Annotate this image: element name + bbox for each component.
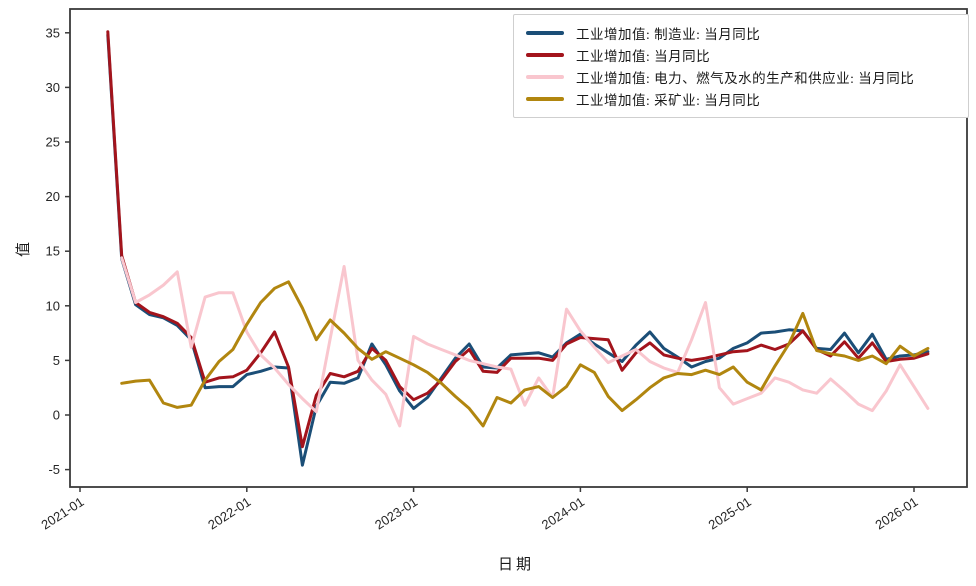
plot-border xyxy=(69,8,968,488)
x-tick-label: 2023-01 xyxy=(372,494,420,533)
y-tick-label: 25 xyxy=(46,135,60,150)
y-tick-label: 30 xyxy=(46,80,60,95)
x-tick-label: 2026-01 xyxy=(872,494,920,533)
y-tick-label: 35 xyxy=(46,25,60,40)
legend-line-swatch xyxy=(526,75,564,79)
y-tick-label: 0 xyxy=(53,408,60,423)
y-tick-label: 20 xyxy=(46,189,60,204)
legend-label: 工业增加值: 电力、燃气及水的生产和供应业: 当月同比 xyxy=(576,71,915,86)
series-line-3 xyxy=(120,280,930,428)
y-tick-label: 10 xyxy=(46,298,60,313)
legend-line-swatch xyxy=(526,53,564,57)
legend-line-swatch xyxy=(526,97,564,101)
legend-box: 工业增加值: 制造业: 当月同比 工业增加值: 当月同比工业增加值: 电力、燃气及… xyxy=(513,14,969,118)
x-tick-label: 2025-01 xyxy=(706,494,754,533)
legend-line-swatch xyxy=(526,31,564,35)
legend-item-2: 工业增加值: 电力、燃气及水的生产和供应业: 当月同比 xyxy=(522,66,958,88)
x-tick-label: 2022-01 xyxy=(205,494,253,533)
series-line-0 xyxy=(106,33,930,467)
legend-item-1: 工业增加值: 当月同比 xyxy=(522,44,958,66)
legend-item-0: 工业增加值: 制造业: 当月同比 xyxy=(522,22,958,44)
y-tick-label: 5 xyxy=(53,353,60,368)
legend-label: 工业增加值: 制造业: 当月同比 xyxy=(576,27,761,42)
x-tick-label: 2021-01 xyxy=(38,494,86,533)
series-lines xyxy=(106,30,930,467)
y-tick-label: 15 xyxy=(46,244,60,259)
y-tick-label: -5 xyxy=(48,462,60,477)
legend-label: 工业增加值: 当月同比 xyxy=(576,49,711,64)
series-line-2 xyxy=(120,256,930,428)
plot-frame xyxy=(69,8,968,488)
x-axis-label: 日期 xyxy=(498,556,534,573)
legend-item-3: 工业增加值: 采矿业: 当月同比 xyxy=(522,88,958,110)
x-tick-label: 2024-01 xyxy=(539,494,587,533)
y-axis-label: 值 xyxy=(15,239,32,257)
legend-label: 工业增加值: 采矿业: 当月同比 xyxy=(576,93,761,108)
